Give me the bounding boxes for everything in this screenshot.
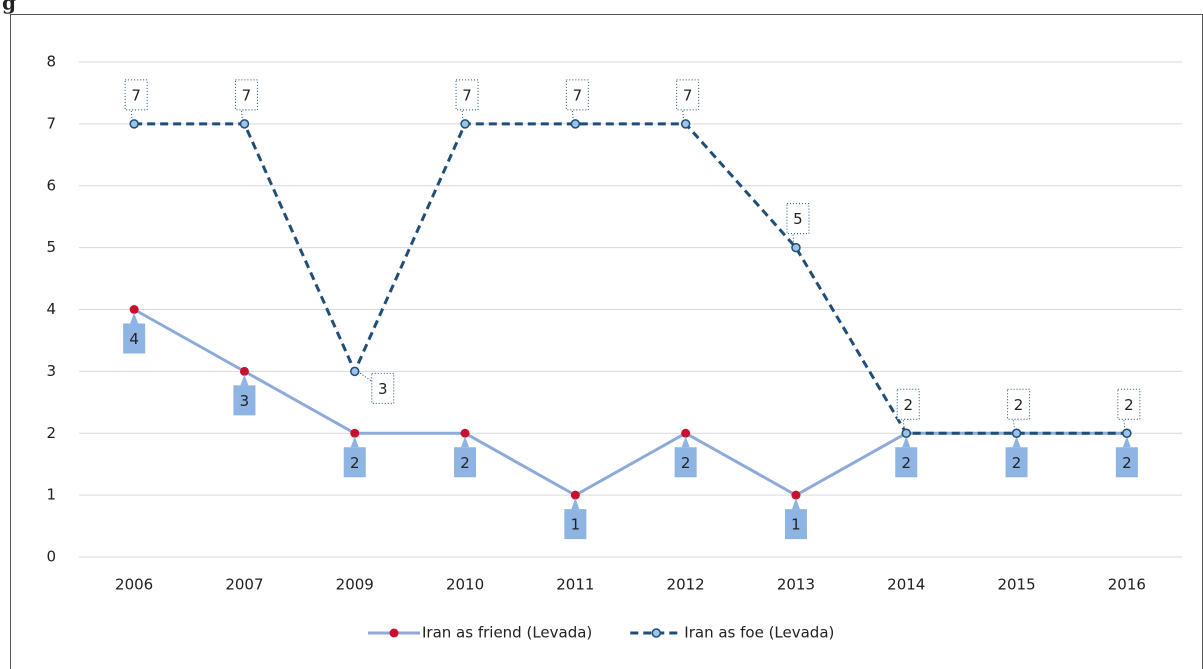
data-label: 2 <box>1014 396 1024 414</box>
chart-title: g <box>2 0 16 15</box>
y-tick-label: 8 <box>46 53 56 71</box>
data-label: 2 <box>681 454 691 472</box>
data-label: 2 <box>901 454 911 472</box>
series-line <box>133 308 1127 497</box>
x-tick-label: 2015 <box>997 576 1035 594</box>
data-label-box <box>371 372 395 404</box>
point <box>350 428 360 438</box>
data-label-box <box>123 323 146 354</box>
y-tick-label: 4 <box>46 300 56 318</box>
data-label-box <box>343 447 366 478</box>
point <box>681 428 691 438</box>
point <box>239 119 250 129</box>
data-label-box <box>454 447 477 478</box>
point <box>239 366 249 376</box>
data-label: 3 <box>378 380 388 398</box>
point <box>791 242 801 253</box>
point <box>791 490 801 500</box>
data-label: 5 <box>793 210 803 228</box>
point <box>460 119 470 129</box>
data-label-box <box>233 385 256 416</box>
x-tick-label: 2012 <box>667 576 705 594</box>
label-pointer <box>681 436 690 448</box>
data-label-box <box>1115 447 1138 478</box>
y-tick-label: 6 <box>46 176 56 194</box>
data-label: 1 <box>571 516 581 534</box>
x-tick-label: 2006 <box>115 576 153 594</box>
data-label-box <box>455 79 479 111</box>
data-label: 2 <box>903 396 913 414</box>
x-tick-label: 2014 <box>887 576 925 594</box>
data-label: 7 <box>462 86 472 104</box>
data-label-box <box>565 79 589 111</box>
label-pointer <box>461 436 470 448</box>
y-tick-label: 3 <box>46 362 56 380</box>
legend-marker <box>389 628 399 638</box>
x-tick-label: 2007 <box>225 576 263 594</box>
data-label: 2 <box>1122 454 1132 472</box>
data-label-box <box>895 447 918 478</box>
data-label-box <box>1005 447 1028 478</box>
data-label: 2 <box>1124 396 1134 414</box>
label-pointer <box>791 498 800 510</box>
label-pointer <box>1012 436 1021 448</box>
data-label: 7 <box>131 86 141 104</box>
data-label: 1 <box>791 516 801 534</box>
label-pointer <box>350 436 359 448</box>
y-tick-label: 5 <box>46 238 56 256</box>
point <box>350 366 360 377</box>
data-label-box <box>896 388 920 420</box>
point <box>129 119 139 129</box>
y-tick-label: 1 <box>46 486 56 504</box>
data-label-box <box>234 79 258 111</box>
label-pointer <box>1122 436 1131 448</box>
point <box>1011 428 1022 438</box>
x-tick-label: 2009 <box>336 576 374 594</box>
data-label: 2 <box>1012 454 1022 472</box>
label-pointer <box>902 436 911 448</box>
point <box>129 305 139 314</box>
data-label: 7 <box>573 86 583 104</box>
data-label: 2 <box>460 454 470 472</box>
data-label-box <box>564 509 587 540</box>
data-label: 7 <box>242 86 252 104</box>
y-tick-label: 0 <box>46 548 56 566</box>
data-label-box <box>1117 388 1141 420</box>
label-pointer <box>240 374 249 386</box>
point <box>460 428 470 438</box>
data-label-box <box>674 447 697 478</box>
legend-label: Iran as foe (Levada) <box>684 624 834 642</box>
data-label: 4 <box>129 330 139 348</box>
legend-label: Iran as friend (Levada) <box>422 624 592 642</box>
legend-marker <box>651 628 662 638</box>
x-tick-label: 2010 <box>446 576 484 594</box>
point <box>901 428 911 438</box>
data-label-box <box>1007 388 1031 420</box>
x-tick-label: 2016 <box>1108 576 1146 594</box>
data-label-box <box>676 79 700 111</box>
point <box>1122 428 1132 438</box>
data-label: 2 <box>350 454 360 472</box>
data-label: 3 <box>240 392 250 410</box>
data-label-box <box>124 79 148 111</box>
label-pointer <box>571 498 580 510</box>
y-tick-label: 2 <box>46 424 56 442</box>
data-label-box <box>784 509 807 540</box>
x-tick-label: 2013 <box>777 576 815 594</box>
point <box>680 119 691 129</box>
point <box>570 119 581 129</box>
data-label: 7 <box>683 86 693 104</box>
data-label-box <box>786 203 810 235</box>
label-pointer <box>130 312 139 324</box>
x-tick-label: 2011 <box>556 576 594 594</box>
y-tick-label: 7 <box>46 114 56 132</box>
point <box>570 490 580 500</box>
